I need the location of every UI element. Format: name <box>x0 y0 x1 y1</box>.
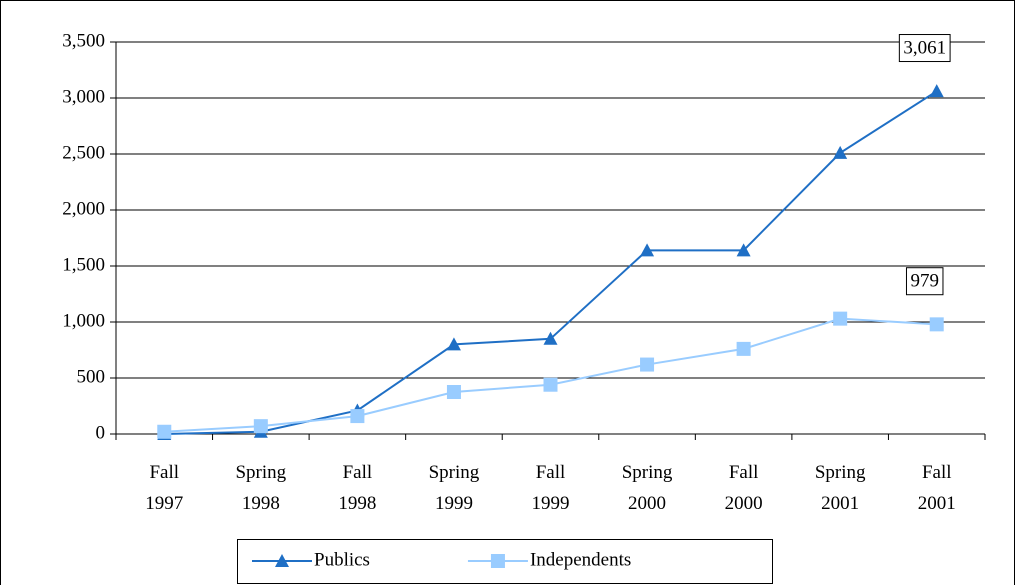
marker <box>929 317 944 332</box>
legend-label: Independents <box>530 549 631 570</box>
data-label-box <box>905 267 944 296</box>
x-tick-label: Fall 2001 <box>918 462 956 514</box>
marker <box>736 243 751 257</box>
marker <box>350 409 365 424</box>
y-tick-label: 500 <box>77 366 106 387</box>
marker <box>490 554 505 568</box>
x-tick-label: Fall 1998 <box>338 462 376 514</box>
marker <box>833 311 848 326</box>
marker <box>446 337 461 351</box>
y-tick-label: 1,000 <box>62 310 105 331</box>
x-tick-label: Spring 2001 <box>815 462 866 514</box>
data-label: 3,061 <box>903 38 946 59</box>
marker <box>833 145 848 159</box>
data-label: 979 <box>910 271 939 292</box>
x-tick-label: Fall 1997 <box>145 462 183 514</box>
legend: Publics Independents <box>237 539 773 584</box>
y-tick-label: 2,500 <box>62 142 105 163</box>
marker <box>446 385 461 399</box>
marker <box>736 341 751 356</box>
y-tick-label: 1,500 <box>62 254 105 275</box>
marker <box>253 419 268 434</box>
data-label-box <box>898 34 951 63</box>
y-tick-label: 3,000 <box>62 86 105 107</box>
x-tick-label: Fall 1999 <box>532 462 570 514</box>
marker <box>640 243 655 257</box>
x-tick-label: Spring 1999 <box>429 462 480 514</box>
x-tick-label: Spring 1998 <box>235 462 286 514</box>
marker <box>929 84 944 98</box>
marker <box>543 377 558 392</box>
marker <box>275 554 289 567</box>
y-tick-label: 3,500 <box>62 30 105 51</box>
x-tick-label: Fall 2000 <box>725 462 763 514</box>
legend-label: Publics <box>314 549 370 570</box>
marker <box>640 357 655 372</box>
marker <box>157 424 172 439</box>
y-tick-label: 0 <box>96 422 106 443</box>
y-tick-label: 2,000 <box>62 198 105 219</box>
marker <box>543 331 558 345</box>
x-tick-label: Spring 2000 <box>622 462 673 514</box>
